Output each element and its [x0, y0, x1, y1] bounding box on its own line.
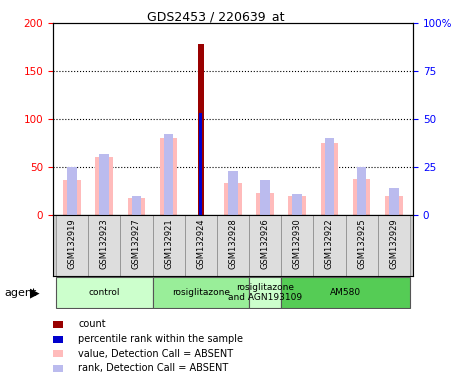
Bar: [132, 196, 141, 215]
Bar: [56, 215, 88, 276]
Text: GSM132928: GSM132928: [229, 218, 237, 269]
Bar: [228, 171, 238, 215]
Text: GSM132921: GSM132921: [164, 218, 173, 269]
Bar: [152, 277, 249, 308]
Bar: [56, 277, 152, 308]
Bar: [281, 215, 313, 276]
Bar: [256, 193, 274, 215]
Bar: [292, 194, 302, 215]
Bar: [224, 184, 242, 215]
Text: ▶: ▶: [30, 286, 39, 299]
Bar: [260, 180, 270, 215]
Bar: [63, 180, 81, 215]
Text: count: count: [78, 319, 106, 329]
Bar: [120, 215, 152, 276]
Bar: [249, 277, 281, 308]
Bar: [128, 198, 146, 215]
Text: rosiglitazone
and AGN193109: rosiglitazone and AGN193109: [228, 283, 302, 303]
Bar: [325, 138, 334, 215]
Text: value, Detection Call = ABSENT: value, Detection Call = ABSENT: [78, 349, 233, 359]
Bar: [217, 215, 249, 276]
Bar: [346, 215, 378, 276]
Bar: [378, 215, 410, 276]
Bar: [389, 188, 398, 215]
Bar: [185, 215, 217, 276]
Bar: [199, 113, 202, 215]
Bar: [357, 167, 366, 215]
Bar: [88, 215, 120, 276]
Text: GSM132930: GSM132930: [293, 218, 302, 269]
Text: GSM132925: GSM132925: [357, 218, 366, 269]
Bar: [320, 143, 338, 215]
Bar: [313, 215, 346, 276]
Bar: [353, 179, 370, 215]
Text: percentile rank within the sample: percentile rank within the sample: [78, 334, 243, 344]
Text: GSM132929: GSM132929: [389, 218, 398, 269]
Text: AM580: AM580: [330, 288, 361, 297]
Bar: [67, 167, 77, 215]
Text: GSM132926: GSM132926: [261, 218, 269, 269]
Bar: [100, 154, 109, 215]
Bar: [152, 215, 185, 276]
Bar: [95, 157, 113, 215]
Bar: [288, 196, 306, 215]
Bar: [249, 215, 281, 276]
Text: agent: agent: [5, 288, 37, 298]
Text: GSM132922: GSM132922: [325, 218, 334, 269]
Text: GSM132924: GSM132924: [196, 218, 205, 269]
Text: GSM132919: GSM132919: [67, 218, 77, 269]
Text: rank, Detection Call = ABSENT: rank, Detection Call = ABSENT: [78, 363, 228, 373]
Text: control: control: [89, 288, 120, 297]
Text: GDS2453 / 220639_at: GDS2453 / 220639_at: [147, 10, 285, 23]
Bar: [385, 196, 403, 215]
Bar: [197, 44, 204, 215]
Bar: [164, 134, 174, 215]
Text: GSM132923: GSM132923: [100, 218, 109, 269]
Text: rosiglitazone: rosiglitazone: [172, 288, 230, 297]
Bar: [160, 138, 178, 215]
Bar: [281, 277, 410, 308]
Text: GSM132927: GSM132927: [132, 218, 141, 269]
